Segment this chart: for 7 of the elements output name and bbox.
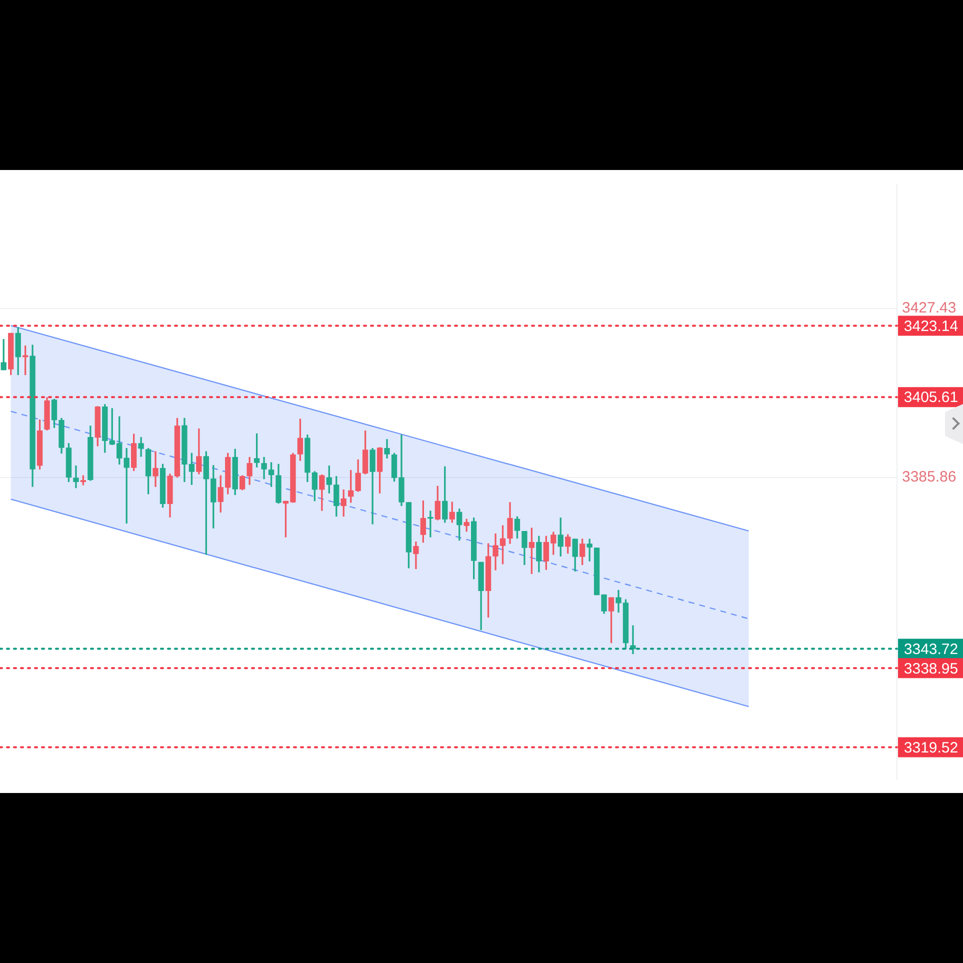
- y-tick-label: 3427.43: [902, 299, 956, 316]
- ref-line-label: 3343.72: [904, 640, 958, 658]
- ref-line-label: 3405.61: [904, 389, 958, 406]
- ref-line-label: 3423.14: [904, 318, 958, 335]
- ref-line-label: 3338.95: [904, 660, 958, 678]
- ref-line-label: 3319.52: [904, 739, 958, 756]
- y-tick-label: 3385.86: [902, 468, 956, 486]
